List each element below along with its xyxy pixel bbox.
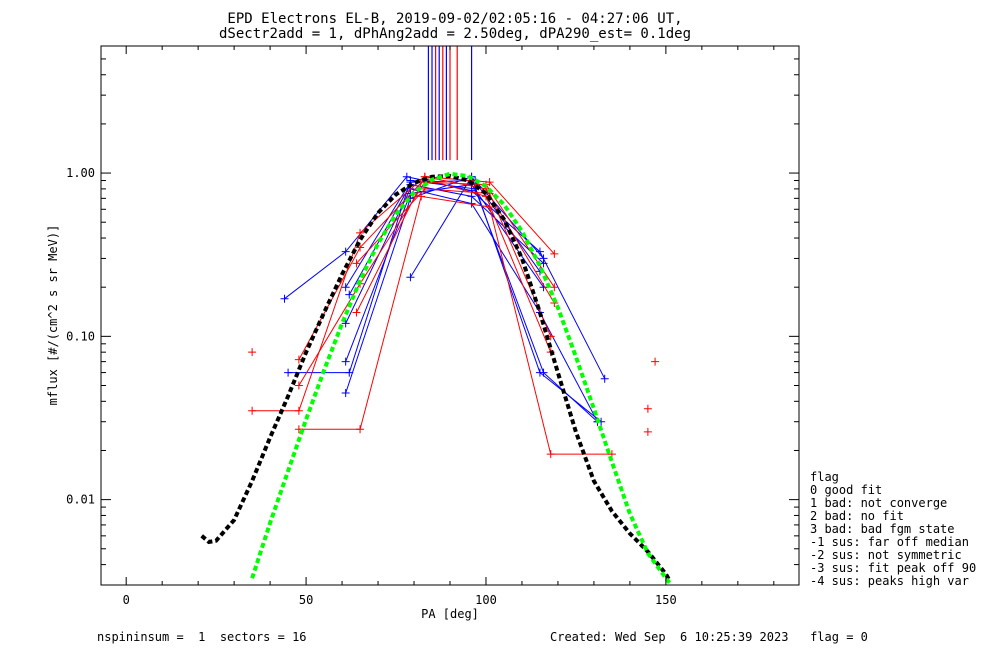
legend: flag 0 good fit 1 bad: not converge 2 ba… xyxy=(810,470,976,588)
legend-item-2: 2 bad: no fit xyxy=(810,509,904,523)
chart-title-line1: EPD Electrons EL-B, 2019-09-02/02:05:16 … xyxy=(227,11,682,27)
extra-point-1 xyxy=(643,404,652,413)
data-point-8-5 xyxy=(550,249,559,258)
chart-title-line2: dSectr2add = 1, dPhAng2add = 2.50deg, dP… xyxy=(219,26,691,42)
data-point-1-0 xyxy=(284,368,293,377)
data-point-2-0 xyxy=(341,388,350,397)
legend-item-7: -4 sus: peaks high var xyxy=(810,574,969,588)
data-point-7-0 xyxy=(345,290,354,299)
data-point-10-1 xyxy=(356,243,365,252)
data-point-9-4 xyxy=(546,450,555,459)
legend-item-0: 0 good fit xyxy=(810,483,882,497)
series-line-13 xyxy=(356,176,555,313)
extra-point-0 xyxy=(248,348,257,357)
series-line-1 xyxy=(288,179,598,423)
y-tick-label-2: 1.00 xyxy=(66,166,95,180)
data-point-11-0 xyxy=(294,381,303,390)
data-point-0-1 xyxy=(341,247,350,256)
data-point-13-0 xyxy=(352,308,361,317)
y-axis-label: mflux [#/(cm^2 s sr MeV)] xyxy=(46,225,60,406)
extra-point-2 xyxy=(643,427,652,436)
legend-item-5: -2 sus: not symmetric xyxy=(810,548,962,562)
series-line-0 xyxy=(284,176,606,379)
data-point-8-1 xyxy=(294,406,303,415)
y-tick-label-0: 0.01 xyxy=(66,493,95,507)
x-tick-label-0: 0 xyxy=(123,593,130,607)
data-point-0-0 xyxy=(280,294,289,303)
fit-curve-green xyxy=(250,171,672,584)
data-point-8-0 xyxy=(248,406,257,415)
extra-point-3 xyxy=(651,357,660,366)
axis-group: 0 50 100 150 0.01 0.10 1.00 xyxy=(66,45,799,607)
data-point-2-3 xyxy=(535,368,544,377)
series-line-8 xyxy=(252,176,555,412)
data-point-9-1 xyxy=(356,425,365,434)
series-line-11 xyxy=(298,181,555,386)
legend-item-6: -3 sus: fit peak off 90 xyxy=(810,561,976,575)
data-point-5-0 xyxy=(341,357,350,366)
x-tick-label-3: 150 xyxy=(655,593,677,607)
x-tick-label-1: 50 xyxy=(299,593,313,607)
data-point-3-0 xyxy=(341,283,350,292)
legend-item-4: -1 sus: far off median xyxy=(810,535,969,549)
data-point-7-2 xyxy=(467,192,476,201)
x-axis-label: PA [deg] xyxy=(421,607,479,621)
data-point-8-2 xyxy=(356,228,365,237)
footer-left: nspininsum = 1 sectors = 16 xyxy=(97,630,307,644)
data-point-0-2 xyxy=(402,172,411,181)
footer-right: Created: Wed Sep 6 10:25:39 2023 flag = … xyxy=(550,630,868,644)
data-point-1-1 xyxy=(345,368,354,377)
data-point-7-3 xyxy=(539,259,548,268)
data-point-12-0 xyxy=(352,259,361,268)
data-point-6-0 xyxy=(406,273,415,282)
y-tick-label-1: 0.10 xyxy=(66,329,95,343)
series-line-9 xyxy=(298,195,612,455)
series-group xyxy=(248,172,660,459)
data-point-11-4 xyxy=(550,283,559,292)
legend-item-1: 1 bad: not converge xyxy=(810,496,947,510)
series-line-5 xyxy=(345,184,544,362)
data-point-4-0 xyxy=(341,319,350,328)
vertical-line-group xyxy=(427,46,473,161)
legend-item-3: 3 bad: bad fgm state xyxy=(810,522,955,536)
legend-title: flag xyxy=(810,470,839,484)
data-point-0-5 xyxy=(600,374,609,383)
x-tick-label-2: 100 xyxy=(475,593,497,607)
fit-curve-black xyxy=(200,173,672,582)
fit-curve-group xyxy=(200,171,672,584)
